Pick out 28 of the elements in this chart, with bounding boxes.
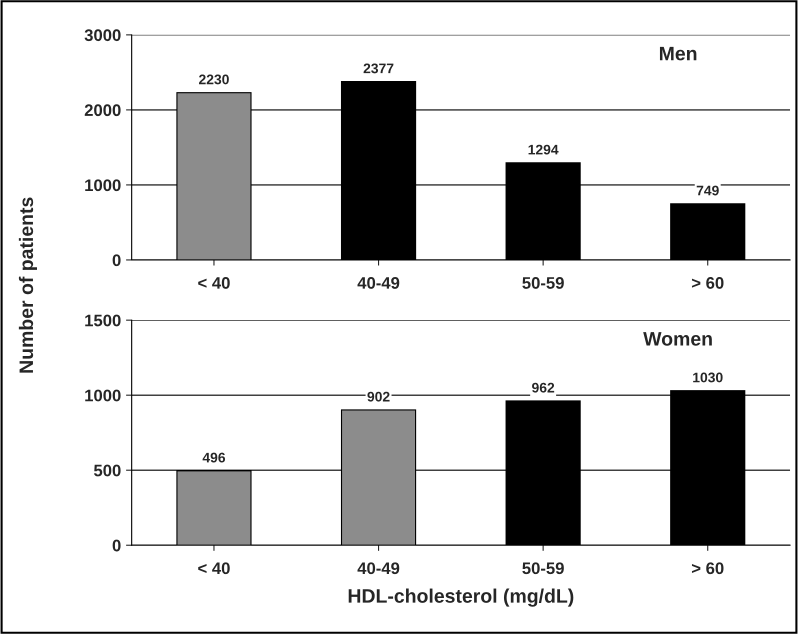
data-label: 496 xyxy=(202,452,226,463)
y-tick-label: 3000 xyxy=(84,29,121,42)
data-label: 902 xyxy=(367,392,390,402)
y-tick-label: 1000 xyxy=(85,390,121,402)
x-tick-label: 40-49 xyxy=(357,277,400,289)
x-tick-label: 50-59 xyxy=(522,562,564,574)
x-axis-title: HDL-cholesterol (mg/dL) xyxy=(348,588,574,607)
y-axis-title: Number of patients xyxy=(18,198,37,373)
x-tick-label: < 40 xyxy=(198,562,230,574)
y-tick-label: 0 xyxy=(112,540,121,552)
x-tick-label: 50-59 xyxy=(522,277,564,289)
data-label: 1294 xyxy=(528,144,559,155)
y-tick-label: 2000 xyxy=(84,104,121,116)
y-tick-label: 500 xyxy=(94,464,121,476)
y-tick-label: 1500 xyxy=(85,314,121,326)
chart-title: Women xyxy=(643,332,712,346)
data-label: 749 xyxy=(696,186,719,196)
x-tick-label: > 60 xyxy=(692,277,724,289)
data-label: 2230 xyxy=(199,74,229,84)
data-label: 2377 xyxy=(364,63,394,74)
chart-title: Men xyxy=(660,46,696,60)
x-tick-label: > 60 xyxy=(692,562,724,574)
data-label: 1030 xyxy=(693,372,723,382)
y-tick-label: 1000 xyxy=(85,179,121,192)
data-label: 962 xyxy=(532,382,554,393)
x-tick-label: 40-49 xyxy=(357,562,400,574)
y-tick-label: 0 xyxy=(112,254,121,266)
x-tick-label: < 40 xyxy=(198,277,230,289)
